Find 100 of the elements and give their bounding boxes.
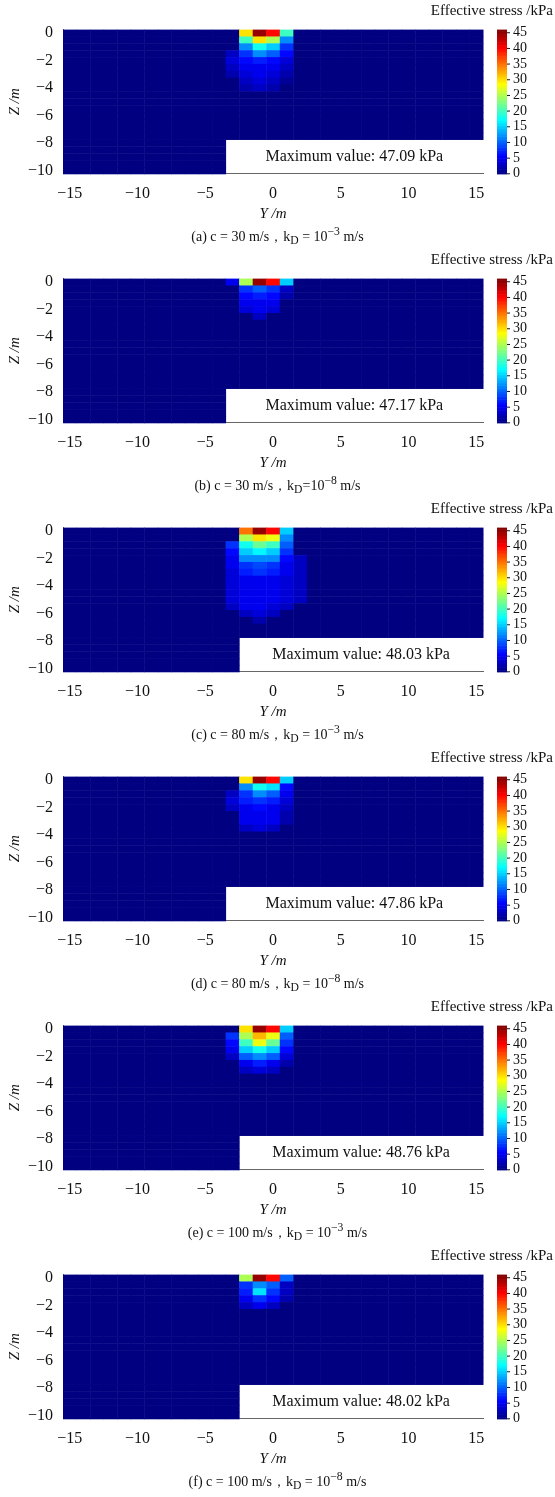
color-bar-label: 5 [513, 647, 520, 663]
annotation: Maximum value: 48.03 kPa [272, 644, 450, 662]
x-tick-label: 15 [468, 432, 485, 450]
color-bar-label: 45 [513, 24, 527, 40]
y-tick-label: −6 [35, 1350, 54, 1368]
color-bar-label: 30 [513, 320, 527, 336]
color-bar-title: Effective stress /kPa [430, 1247, 553, 1264]
x-tick-label: 15 [468, 183, 485, 201]
color-bar-label: 5 [513, 398, 520, 414]
x-tick-label: −5 [196, 1179, 214, 1197]
x-tick-label: −10 [125, 432, 151, 450]
y-tick-label: −4 [35, 576, 54, 594]
y-tick-label: −10 [27, 1405, 54, 1423]
color-bar-label: 45 [513, 1020, 527, 1036]
color-bar-label: 10 [513, 632, 527, 648]
y-tick-label: −2 [35, 50, 54, 68]
color-bar-title: Effective stress /kPa [430, 251, 553, 268]
color-bar-title: Effective stress /kPa [430, 500, 553, 517]
annotation: Maximum value: 47.86 kPa [265, 893, 444, 911]
y-axis-title: Z /m [5, 1332, 22, 1361]
x-tick-label: 10 [400, 930, 417, 948]
x-tick-label: 5 [336, 1428, 345, 1446]
color-bar-label: 0 [513, 663, 520, 679]
x-tick-label: 15 [468, 1179, 485, 1197]
color-bar-label: 35 [513, 553, 527, 569]
x-tick-label: 15 [468, 930, 485, 948]
text: (b) c = 30 m/s，k$_{D}$=10$^{−8}$ m/s [193, 474, 362, 497]
y-tick-label: −6 [35, 354, 54, 372]
x-tick-label: −15 [57, 432, 83, 450]
color-bar-label: 20 [513, 600, 527, 616]
color-bar-label: 15 [513, 367, 527, 383]
y-tick-label: 0 [45, 272, 54, 290]
color-bar-label: 25 [513, 87, 527, 103]
x-tick-label: −10 [125, 930, 151, 948]
color-bar-label: 10 [513, 1130, 527, 1146]
color-bar-label: 0 [513, 1410, 520, 1426]
x-tick-label: −10 [125, 1428, 151, 1446]
color-bar-label: 30 [513, 1316, 527, 1332]
y-axis-title: Z /m [5, 585, 22, 614]
x-tick-label: 5 [336, 1179, 345, 1197]
color-bar-label: 40 [513, 538, 527, 554]
y-tick-label: −8 [35, 1129, 54, 1147]
color-bar-label: 15 [513, 616, 527, 632]
color-bar-label: 0 [513, 1161, 520, 1177]
color-bar-label: 15 [513, 1363, 527, 1379]
color-bar-label: 45 [513, 1269, 527, 1285]
x-axis-title: Y /m [259, 702, 287, 719]
text: (c) c = 80 m/s，k$_{D}$ = 10$^{−3}$ m/s [190, 723, 365, 746]
y-axis-title: Z /m [5, 1083, 22, 1112]
color-bar-label: 20 [513, 102, 527, 118]
y-tick-label: −6 [35, 105, 54, 123]
y-tick-label: −8 [35, 382, 54, 400]
text: (e) c = 100 m/s，k$_{D}$ = 10$^{−3}$ m/s [186, 1221, 369, 1244]
x-tick-label: 0 [269, 1179, 278, 1197]
x-axis-title: Y /m [259, 1200, 287, 1217]
x-tick-label: 10 [400, 1179, 417, 1197]
y-tick-label: −8 [35, 880, 54, 898]
color-bar-label: 5 [513, 896, 520, 912]
x-tick-label: 5 [336, 432, 345, 450]
annotation: Maximum value: 47.09 kPa [265, 146, 444, 164]
y-axis-title: Z /m [5, 87, 22, 116]
x-tick-label: −5 [196, 432, 214, 450]
y-tick-label: −8 [35, 1378, 54, 1396]
x-axis-title: Y /m [259, 951, 287, 968]
color-bar-label: 0 [513, 165, 520, 181]
x-tick-label: −15 [57, 1428, 83, 1446]
x-tick-label: 10 [400, 183, 417, 201]
color-bar-label: 25 [513, 336, 527, 352]
color-bar-label: 40 [513, 1036, 527, 1052]
color-bar-label: 25 [513, 585, 527, 601]
x-tick-label: 0 [269, 681, 278, 699]
x-tick-label: −10 [125, 1179, 151, 1197]
y-tick-label: −4 [35, 825, 54, 843]
x-tick-label: −5 [196, 1428, 214, 1446]
y-axis-title: Z /m [5, 336, 22, 365]
color-bar-label: 0 [513, 414, 520, 430]
color-bar-label: 20 [513, 849, 527, 865]
color-bar-label: 15 [513, 865, 527, 881]
color-bar-label: 40 [513, 787, 527, 803]
x-tick-label: 5 [336, 930, 345, 948]
color-bar-label: 40 [513, 289, 527, 305]
color-bar-label: 40 [513, 1285, 527, 1301]
color-bar-label: 35 [513, 802, 527, 818]
x-tick-label: 0 [269, 432, 278, 450]
y-tick-label: −10 [27, 907, 54, 925]
x-tick-label: −15 [57, 183, 83, 201]
color-bar-label: 45 [513, 522, 527, 538]
x-tick-label: −5 [196, 930, 214, 948]
y-tick-label: 0 [45, 1268, 54, 1286]
x-tick-label: −10 [125, 681, 151, 699]
x-tick-label: 15 [468, 1428, 485, 1446]
color-bar-label: 25 [513, 834, 527, 850]
text: (a) c = 30 m/s，k$_{D}$ = 10$^{−3}$ m/s [190, 225, 365, 248]
y-tick-label: −8 [35, 133, 54, 151]
color-bar-label: 30 [513, 818, 527, 834]
x-tick-label: −15 [57, 681, 83, 699]
y-tick-label: −2 [35, 1295, 54, 1313]
x-axis-title: Y /m [259, 1449, 287, 1466]
color-bar-label: 20 [513, 1347, 527, 1363]
color-bar-label: 5 [513, 149, 520, 165]
